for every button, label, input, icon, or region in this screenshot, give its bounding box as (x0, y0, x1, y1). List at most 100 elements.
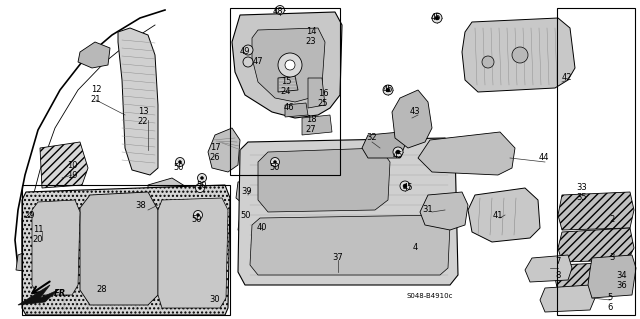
Text: 22: 22 (138, 117, 148, 127)
Text: 50: 50 (192, 216, 202, 225)
Text: 34: 34 (617, 271, 627, 279)
Text: 35: 35 (577, 194, 588, 203)
Text: 10: 10 (67, 160, 77, 169)
Polygon shape (236, 178, 272, 208)
Polygon shape (362, 132, 405, 158)
Polygon shape (540, 285, 595, 312)
Text: FR.: FR. (54, 290, 70, 299)
Polygon shape (238, 208, 298, 240)
Polygon shape (258, 148, 390, 212)
Text: 49: 49 (240, 48, 250, 56)
Polygon shape (22, 215, 62, 252)
Text: 7: 7 (556, 257, 561, 266)
Text: 42: 42 (562, 73, 572, 83)
Text: 32: 32 (367, 133, 378, 143)
Polygon shape (32, 200, 80, 295)
Text: 19: 19 (67, 170, 77, 180)
Text: S048-B4910c: S048-B4910c (407, 293, 453, 299)
Text: 20: 20 (33, 235, 44, 244)
Circle shape (278, 53, 302, 77)
Text: 4: 4 (412, 243, 418, 253)
Text: 18: 18 (306, 115, 316, 124)
Circle shape (196, 213, 200, 217)
Circle shape (198, 174, 207, 182)
Polygon shape (302, 115, 332, 135)
Bar (557, 8, 635, 315)
Polygon shape (22, 185, 230, 315)
Polygon shape (392, 90, 432, 148)
Circle shape (271, 158, 280, 167)
Text: 41: 41 (493, 211, 503, 219)
Text: 6: 6 (607, 303, 612, 313)
Circle shape (198, 187, 202, 189)
Bar (22, 185, 230, 315)
Text: 29: 29 (25, 211, 35, 219)
Circle shape (386, 88, 390, 92)
Polygon shape (420, 192, 468, 230)
Text: 17: 17 (210, 144, 220, 152)
Polygon shape (250, 215, 450, 275)
Circle shape (396, 150, 400, 154)
Text: 38: 38 (136, 201, 147, 210)
Circle shape (393, 147, 403, 157)
Text: 15: 15 (281, 78, 291, 86)
Circle shape (175, 158, 184, 167)
Text: 50: 50 (173, 164, 184, 173)
Circle shape (512, 47, 528, 63)
Text: 45: 45 (393, 151, 403, 160)
Text: 21: 21 (91, 95, 101, 105)
Text: 5: 5 (607, 293, 612, 302)
Polygon shape (18, 285, 58, 305)
Text: 14: 14 (306, 27, 316, 36)
Text: 12: 12 (91, 85, 101, 94)
Polygon shape (118, 28, 158, 175)
Polygon shape (308, 78, 325, 108)
Text: 47: 47 (253, 57, 263, 66)
Polygon shape (558, 228, 634, 262)
Circle shape (193, 211, 202, 219)
Text: 3: 3 (609, 254, 614, 263)
Text: 31: 31 (422, 205, 433, 214)
Polygon shape (278, 76, 298, 92)
Text: 44: 44 (539, 153, 549, 162)
Text: 40: 40 (257, 224, 268, 233)
Polygon shape (232, 12, 342, 118)
Circle shape (179, 160, 182, 164)
Text: 28: 28 (97, 286, 108, 294)
Text: 30: 30 (210, 295, 220, 305)
Polygon shape (148, 178, 195, 222)
Polygon shape (78, 42, 110, 68)
Polygon shape (238, 138, 458, 285)
Circle shape (273, 160, 276, 164)
Text: 45: 45 (431, 13, 441, 23)
Circle shape (285, 60, 295, 70)
Text: 26: 26 (210, 153, 220, 162)
Text: 25: 25 (317, 99, 328, 108)
Circle shape (432, 13, 442, 23)
Circle shape (195, 183, 205, 192)
Circle shape (200, 176, 204, 180)
Polygon shape (558, 192, 634, 230)
Text: 50: 50 (241, 211, 252, 219)
Polygon shape (462, 18, 575, 92)
Polygon shape (555, 262, 628, 292)
Polygon shape (418, 132, 515, 175)
Text: 8: 8 (556, 271, 561, 279)
Text: 45: 45 (403, 183, 413, 192)
Text: 11: 11 (33, 226, 44, 234)
Polygon shape (208, 128, 240, 172)
Polygon shape (525, 255, 572, 282)
Text: 48: 48 (273, 8, 284, 17)
Circle shape (435, 16, 439, 20)
Text: 37: 37 (333, 254, 344, 263)
Text: 50: 50 (196, 181, 207, 189)
Text: 45: 45 (383, 85, 393, 94)
Text: 2: 2 (609, 216, 614, 225)
Circle shape (400, 181, 410, 191)
Bar (230, 8, 340, 175)
Text: 50: 50 (269, 164, 280, 173)
Polygon shape (252, 28, 325, 102)
Circle shape (403, 184, 407, 188)
Text: 33: 33 (577, 183, 588, 192)
Text: 13: 13 (138, 108, 148, 116)
